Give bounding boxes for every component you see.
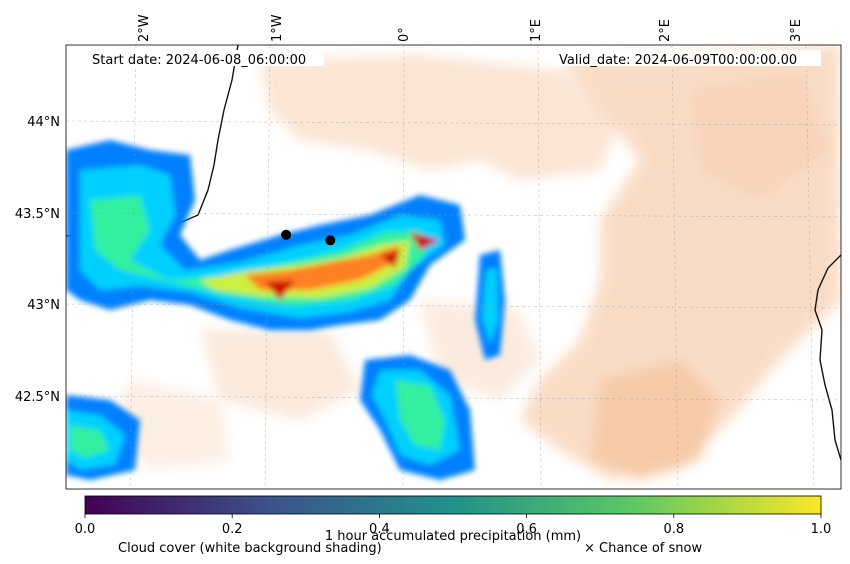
colorbar-tick-0: 0.0 bbox=[75, 522, 96, 537]
start-date-label: Start date: 2024-06-08_06:00:00 bbox=[92, 53, 306, 68]
colorbar-label: 1 hour accumulated precipitation (mm) bbox=[325, 529, 581, 544]
valid-date-label: Valid_date: 2024-06-09T00:00:00.00 bbox=[559, 53, 797, 68]
station-markers bbox=[281, 229, 336, 246]
colorbar-tick-3: 0.6 bbox=[516, 522, 537, 537]
lat-label-43n: 43°N bbox=[27, 298, 60, 313]
map-frame bbox=[65, 44, 842, 490]
lon-label-1e: 1°E bbox=[529, 19, 544, 42]
lon-label-3e: 3°E bbox=[789, 19, 804, 42]
lat-label-42-5n: 42.5°N bbox=[15, 390, 60, 405]
latitude-labels: 44°N 43.5°N 43°N 42.5°N bbox=[15, 115, 60, 405]
start-date-bg bbox=[84, 50, 324, 66]
valid-date-bg bbox=[555, 50, 821, 66]
lon-label-2e: 2°E bbox=[658, 19, 673, 42]
colorbar-ticks bbox=[84, 514, 822, 518]
lon-label-0: 0° bbox=[397, 27, 412, 42]
marker-2 bbox=[325, 235, 336, 246]
longitude-labels: 2°W 1°W 0° 1°E 2°E 3°E bbox=[137, 14, 804, 42]
marker-1 bbox=[281, 229, 292, 240]
map-panel: Start date: 2024-06-08_06:00:00 Valid_da… bbox=[15, 14, 842, 490]
colorbar-tick-4: 0.8 bbox=[663, 522, 684, 537]
snow-legend: × Chance of snow bbox=[584, 541, 702, 556]
colorbar-tick-5: 1.0 bbox=[811, 522, 832, 537]
lat-label-43-5n: 43.5°N bbox=[15, 207, 60, 222]
cloud-cover-legend: Cloud cover (white background shading) bbox=[118, 541, 382, 556]
cloud-cover-shading bbox=[110, 45, 841, 480]
coastline-east bbox=[814, 254, 841, 461]
colorbar-tick-1: 0.2 bbox=[222, 522, 243, 537]
colorbar: 0.0 0.2 0.4 0.6 0.8 1.0 1 hour accumulat… bbox=[75, 495, 832, 544]
colorbar-tick-2: 0.4 bbox=[369, 522, 390, 537]
precipitation-field bbox=[66, 140, 505, 480]
colorbar-bar bbox=[84, 495, 822, 515]
graticule bbox=[66, 45, 841, 489]
lon-label-1w: 1°W bbox=[270, 14, 285, 42]
lat-label-44n: 44°N bbox=[27, 115, 60, 130]
lon-label-2w: 2°W bbox=[137, 14, 152, 42]
